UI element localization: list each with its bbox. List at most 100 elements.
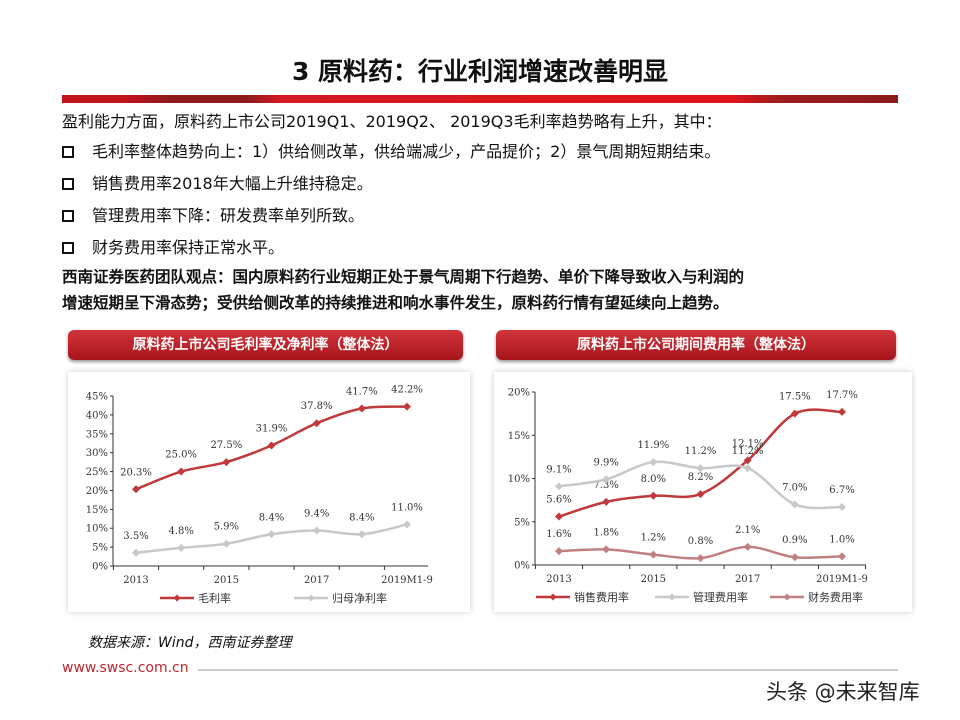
x-tick-label: 2019M1-9 [381,575,433,586]
data-point [177,467,186,476]
legend-label: 销售费用率 [574,590,629,604]
data-label: 0.9% [782,535,807,546]
data-point [312,419,321,428]
data-point [649,550,658,559]
data-label: 9.9% [593,457,618,468]
data-point [743,464,752,473]
data-point [357,530,366,539]
y-tick-label: 10% [508,474,530,485]
bullet-text: 毛利率整体趋势向上：1）供给侧改革，供给端减少，产品提价；2）景气周期短期结束。 [92,142,721,161]
data-point [312,526,321,535]
data-label: 1.6% [546,529,571,540]
data-point [743,456,752,465]
data-label: 1.8% [593,527,618,538]
chart-1-title: 原料药上市公司毛利率及净利率（整体法） [68,330,463,360]
legend-marker [783,593,791,601]
y-tick-label: 45% [86,392,108,403]
data-point [403,520,411,529]
view-line-2: 增速短期呈下滑态势；受供给侧改革的持续推进和响水事件发生，原料药行情有望延续向上… [62,294,729,312]
data-label: 0.8% [688,536,713,547]
data-label: 42.2% [391,385,423,396]
y-tick-label: 0% [92,562,108,573]
x-tick-label: 2017 [304,575,329,586]
data-label: 8.2% [688,472,713,483]
data-label: 37.8% [301,401,333,412]
legend-marker [173,594,181,602]
data-point [790,409,799,418]
data-label: 8.4% [259,512,284,523]
data-point [649,491,658,500]
data-label: 1.0% [829,534,854,545]
data-label: 20.3% [120,467,152,478]
data-label: 1.2% [641,533,666,544]
y-tick-label: 40% [86,410,108,421]
bullet-text: 管理费用率下降：研发费率单列所致。 [92,206,365,225]
square-bullet-icon [62,178,74,190]
x-tick-label: 2013 [546,574,571,585]
data-label: 25.0% [165,450,197,461]
data-point [838,407,846,416]
data-point [403,402,411,411]
data-label: 4.8% [168,526,193,537]
y-tick-label: 5% [92,543,108,554]
data-label: 2.1% [735,525,760,536]
x-tick-label: 2013 [123,575,148,586]
bullet-item: 销售费用率2018年大幅上升维持稳定。 [62,170,373,194]
y-tick-label: 15% [508,431,530,442]
bullet-text: 财务费用率保持正常水平。 [92,238,285,257]
data-label: 7.0% [782,482,807,493]
y-tick-label: 25% [86,467,108,478]
legend-marker [549,593,557,601]
footer-divider [198,669,898,671]
data-point [790,553,799,562]
data-label: 12.1% [732,438,764,449]
y-tick-label: 20% [508,388,530,399]
page-title: 3 原料药：行业利润增速改善明显 [291,57,669,86]
y-tick-label: 5% [514,517,530,528]
data-source: 数据来源：Wind，西南证券整理 [88,635,292,651]
title-divider [62,95,898,103]
chart-2-title: 原料药上市公司期间费用率（整体法） [496,330,896,360]
data-label: 8.0% [641,474,666,485]
data-label: 9.1% [546,464,571,475]
data-label: 11.9% [637,440,669,451]
data-point [602,545,611,554]
data-label: 31.9% [256,423,288,434]
y-tick-label: 35% [86,429,108,440]
square-bullet-icon [62,242,74,254]
y-tick-label: 20% [86,486,108,497]
data-point [267,441,276,450]
data-label: 5.9% [214,522,239,533]
data-point [222,458,231,467]
watermark: 头条 @未来智库 [766,680,920,704]
view-line-1: 西南证券医药团队观点：国内原料药行业短期正处于景气周期下行趋势、单价下降导致收入… [62,268,745,286]
data-point [555,547,563,556]
data-point [177,543,186,552]
data-point [790,500,799,509]
data-label: 7.3% [593,480,618,491]
bullet-item: 财务费用率保持正常水平。 [62,234,284,258]
data-label: 8.4% [349,512,374,523]
y-tick-label: 15% [86,505,108,516]
square-bullet-icon [62,146,74,158]
bullet-item: 管理费用率下降：研发费率单列所致。 [62,202,364,226]
legend-label: 管理费用率 [693,590,748,604]
data-point [649,458,658,467]
y-tick-label: 10% [86,524,108,535]
x-tick-label: 2015 [214,575,239,586]
website-link[interactable]: www.swsc.com.cn [62,660,189,676]
bullet-text: 销售费用率2018年大幅上升维持稳定。 [92,174,373,193]
data-label: 5.6% [546,495,571,506]
legend-label: 财务费用率 [808,590,863,604]
data-point [743,542,752,551]
data-label: 11.0% [391,502,423,513]
data-point [132,485,140,494]
x-tick-label: 2015 [641,574,666,585]
data-point [696,554,705,563]
data-point [357,404,366,413]
data-point [602,475,611,484]
data-point [602,497,611,506]
data-point [267,530,276,539]
data-label: 17.7% [826,390,858,401]
